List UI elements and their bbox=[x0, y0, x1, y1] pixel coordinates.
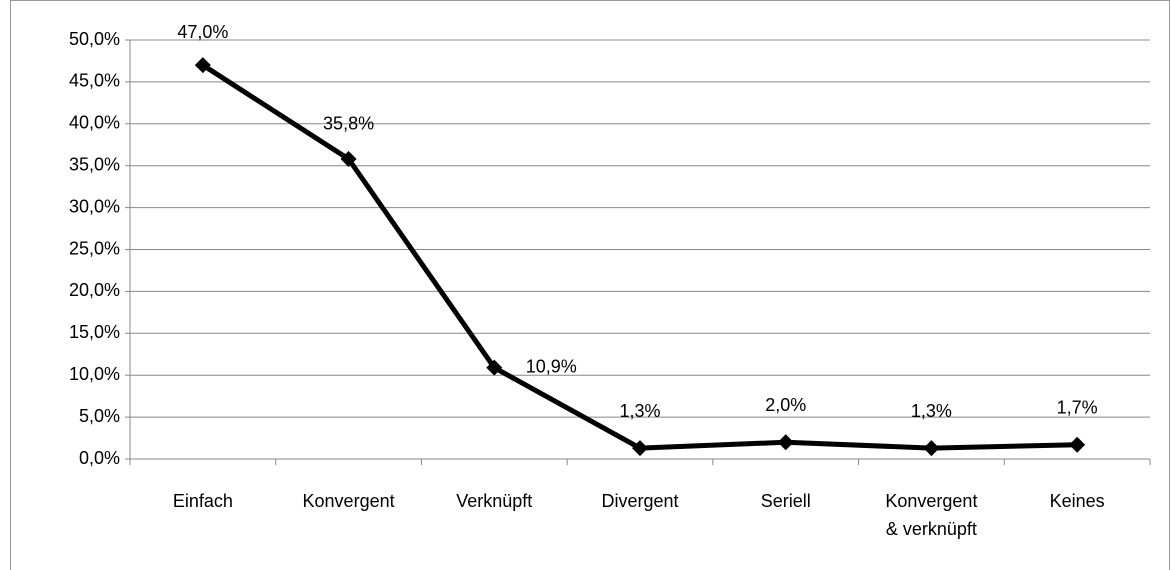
chart-frame bbox=[10, 0, 1170, 570]
y-tick-label: 0,0% bbox=[79, 448, 120, 468]
y-tick-label: 20,0% bbox=[69, 280, 120, 300]
x-tick-label-line: & verknüpft bbox=[886, 519, 977, 539]
data-label: 1,3% bbox=[619, 401, 660, 421]
marker bbox=[923, 440, 940, 457]
y-tick-label: 15,0% bbox=[69, 322, 120, 342]
x-tick-label: Verknüpft bbox=[456, 491, 532, 511]
y-tick-label: 10,0% bbox=[69, 364, 120, 384]
marker bbox=[486, 359, 503, 376]
marker bbox=[777, 434, 794, 451]
y-tick-label: 35,0% bbox=[69, 154, 120, 174]
marker bbox=[340, 150, 357, 167]
x-tick-label: Konvergent & verknüpft bbox=[885, 491, 977, 539]
data-label: 2,0% bbox=[765, 395, 806, 415]
x-tick-label: Keines bbox=[1050, 491, 1105, 511]
x-tick-label: Seriell bbox=[761, 491, 811, 511]
x-tick-label-line: Konvergent bbox=[885, 491, 977, 511]
marker bbox=[632, 440, 648, 457]
x-tick-label: Konvergent bbox=[303, 491, 395, 511]
data-label: 35,8% bbox=[323, 114, 374, 134]
data-label: 1,3% bbox=[911, 401, 952, 421]
marker bbox=[1069, 436, 1086, 453]
y-tick-label: 5,0% bbox=[79, 406, 120, 426]
data-label: 10,9% bbox=[526, 356, 577, 376]
x-tick-label: Einfach bbox=[173, 491, 233, 511]
data-label: 1,7% bbox=[1057, 398, 1098, 418]
y-tick-label: 25,0% bbox=[69, 238, 120, 258]
marker bbox=[194, 57, 211, 74]
data-label: 47,0% bbox=[177, 22, 228, 42]
y-tick-label: 50,0% bbox=[69, 29, 120, 49]
y-tick-label: 30,0% bbox=[69, 196, 120, 216]
y-tick-label: 40,0% bbox=[69, 113, 120, 133]
x-tick-label: Divergent bbox=[601, 491, 678, 511]
y-tick-label: 45,0% bbox=[69, 71, 120, 91]
